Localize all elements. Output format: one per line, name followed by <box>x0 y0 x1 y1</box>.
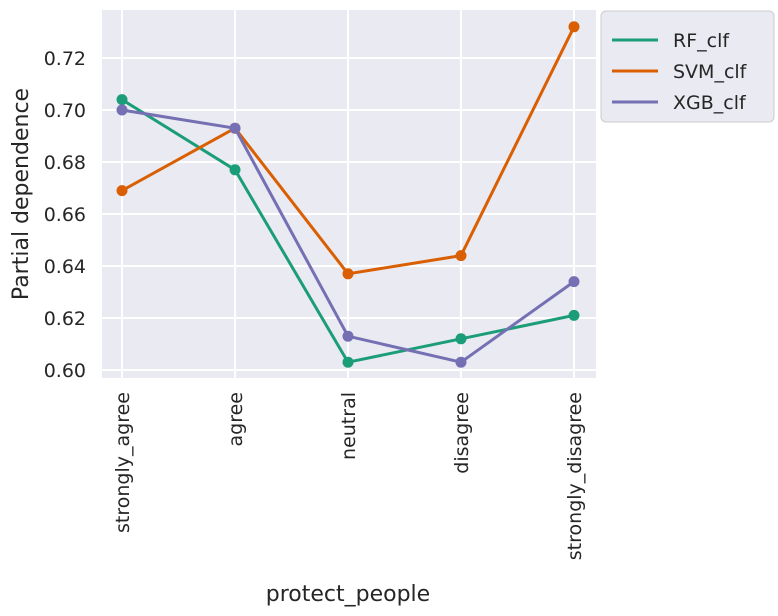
data-point-XGB_clf <box>568 276 580 288</box>
data-point-XGB_clf <box>229 122 241 134</box>
data-point-SVM_clf <box>568 21 580 33</box>
y-tick-label: 0.72 <box>44 48 86 70</box>
data-point-SVM_clf <box>342 268 354 280</box>
x-tick-labels: strongly_agree agree neutral disagree strong… <box>112 392 586 560</box>
y-gridlines <box>102 57 596 371</box>
legend: RF_clf SVM_clf XGB_clf <box>600 10 775 123</box>
y-axis-label: Partial dependence <box>9 88 34 300</box>
legend-label-XGB_clf: XGB_clf <box>673 92 747 114</box>
data-point-XGB_clf <box>116 104 128 116</box>
x-axis-label: protect_people <box>266 582 430 607</box>
series-layer <box>116 21 580 368</box>
data-point-RF_clf <box>455 333 467 345</box>
x-tick-label: neutral <box>338 392 360 460</box>
data-point-RF_clf <box>342 356 354 368</box>
y-tick-label: 0.66 <box>44 204 86 226</box>
legend-label-RF_clf: RF_clf <box>673 30 730 52</box>
data-point-XGB_clf <box>342 330 354 342</box>
y-tick-label: 0.60 <box>44 360 86 382</box>
x-tick-label: disagree <box>451 392 473 474</box>
y-tick-label: 0.64 <box>44 256 86 278</box>
data-point-SVM_clf <box>455 250 467 262</box>
y-tick-label: 0.62 <box>44 308 86 330</box>
x-tick-label: strongly_agree <box>112 392 134 533</box>
y-tick-labels: 0.60 0.62 0.64 0.66 0.68 0.70 0.72 <box>44 48 86 382</box>
data-point-RF_clf <box>229 164 241 176</box>
data-point-RF_clf <box>116 94 128 106</box>
legend-label-SVM_clf: SVM_clf <box>673 61 748 83</box>
y-tick-label: 0.70 <box>44 100 86 122</box>
y-tick-label: 0.68 <box>44 152 86 174</box>
data-point-XGB_clf <box>455 356 467 368</box>
x-tick-label: agree <box>225 392 247 446</box>
data-point-SVM_clf <box>116 185 128 197</box>
data-point-RF_clf <box>568 309 580 321</box>
x-tick-label: strongly_disagree <box>564 392 586 560</box>
x-gridlines <box>121 10 575 378</box>
